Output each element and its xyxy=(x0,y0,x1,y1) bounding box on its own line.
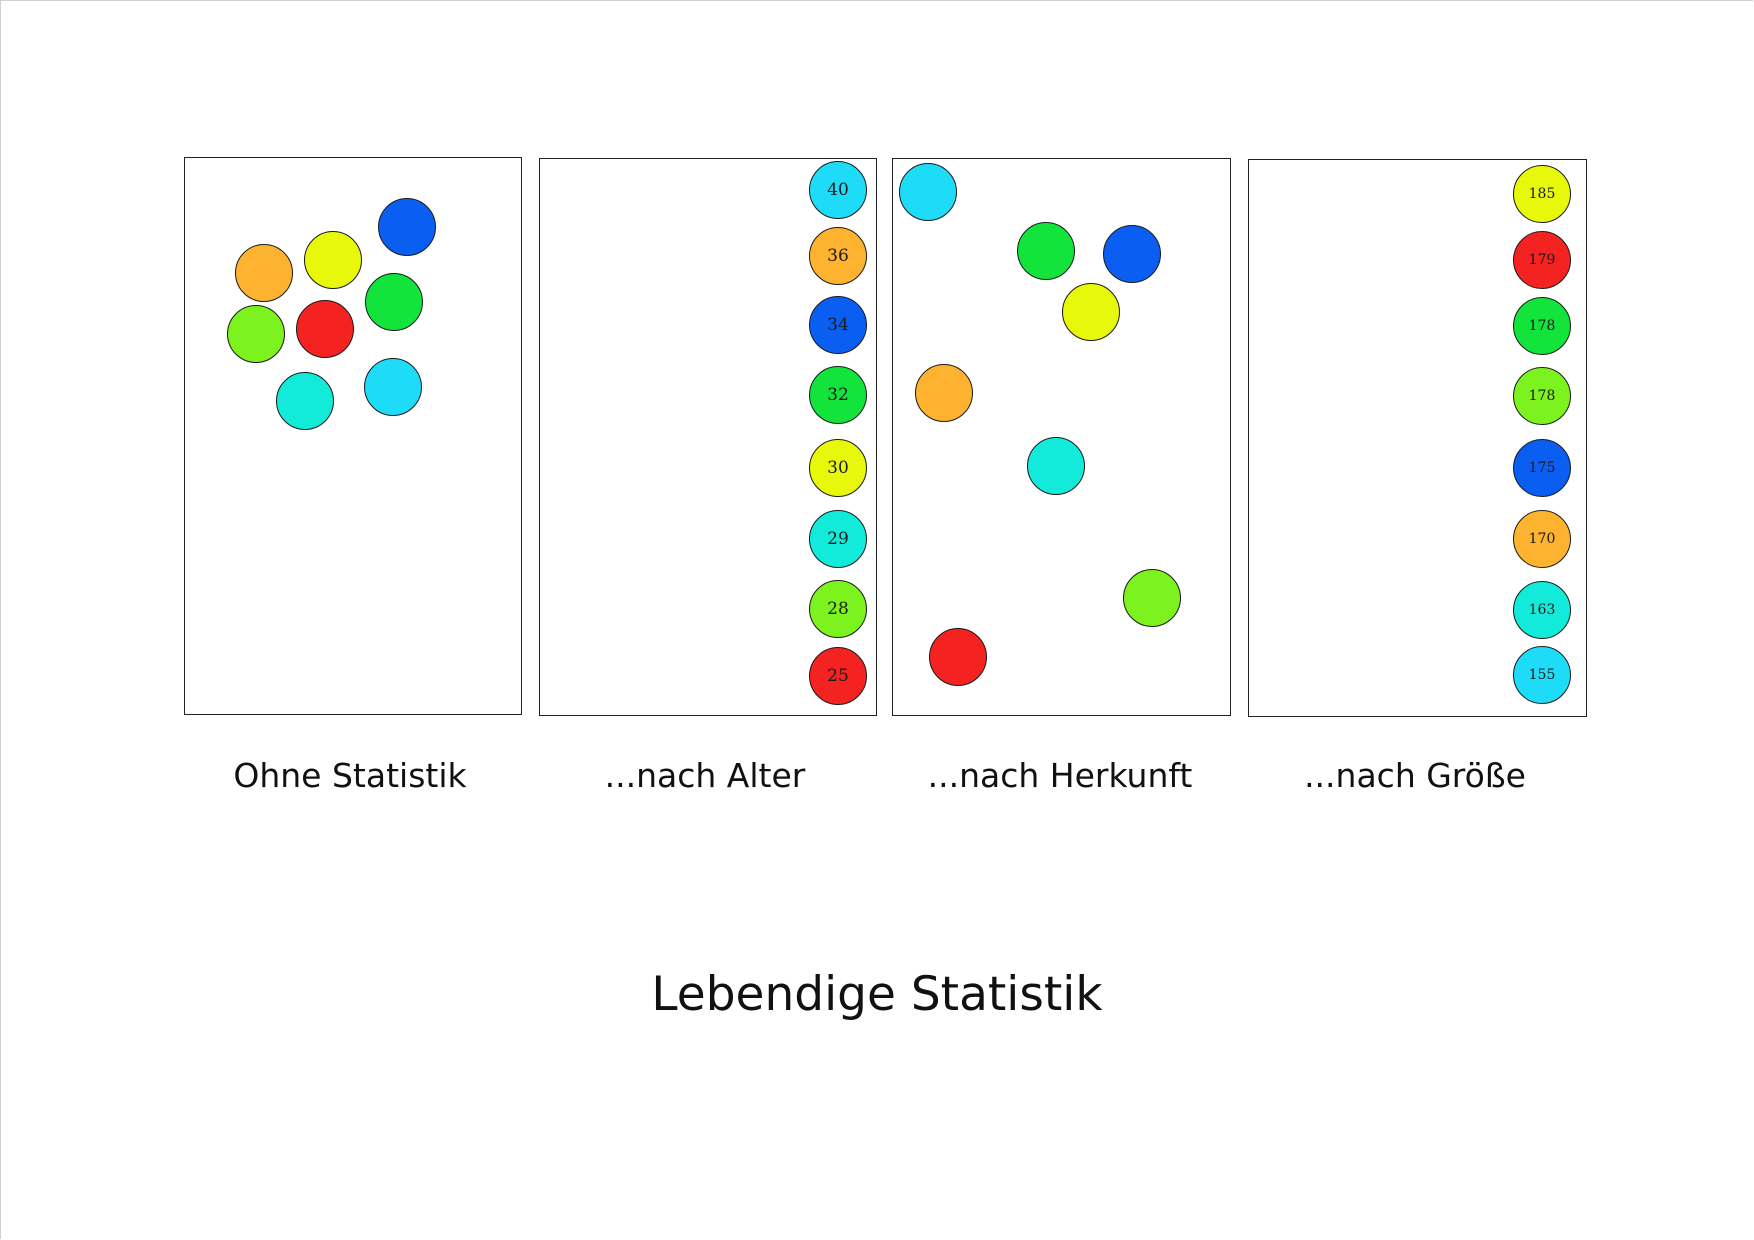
height-ball: 185 xyxy=(1513,165,1571,223)
person-ball-lime xyxy=(227,305,285,363)
caption-nach-herkunft: ...nach Herkunft xyxy=(927,756,1193,795)
origin-ball-red xyxy=(929,628,987,686)
person-ball-yellow xyxy=(304,231,362,289)
age-ball: 36 xyxy=(809,227,867,285)
height-ball: 175 xyxy=(1513,439,1571,497)
caption-ohne-statistik: Ohne Statistik xyxy=(233,756,467,795)
origin-ball-yellow xyxy=(1062,283,1120,341)
age-ball: 25 xyxy=(809,647,867,705)
origin-ball-blue xyxy=(1103,225,1161,283)
height-ball: 178 xyxy=(1513,367,1571,425)
age-ball: 28 xyxy=(809,580,867,638)
age-ball: 32 xyxy=(809,366,867,424)
age-ball: 34 xyxy=(809,296,867,354)
person-ball-turquoise xyxy=(276,372,334,430)
person-ball-blue xyxy=(378,198,436,256)
person-ball-red xyxy=(296,300,354,358)
origin-ball-orange xyxy=(915,364,973,422)
person-ball-cyan xyxy=(364,358,422,416)
origin-ball-turquoise xyxy=(1027,437,1085,495)
caption-nach-groesse: ...nach Größe xyxy=(1304,756,1526,795)
origin-ball-green xyxy=(1017,222,1075,280)
age-ball: 29 xyxy=(809,510,867,568)
origin-ball-cyan xyxy=(899,163,957,221)
height-ball: 178 xyxy=(1513,297,1571,355)
height-ball: 179 xyxy=(1513,231,1571,289)
height-ball: 163 xyxy=(1513,581,1571,639)
caption-nach-alter: ...nach Alter xyxy=(604,756,806,795)
page-title: Lebendige Statistik xyxy=(651,967,1103,1022)
age-ball: 30 xyxy=(809,439,867,497)
person-ball-green xyxy=(365,273,423,331)
person-ball-orange xyxy=(235,244,293,302)
height-ball: 155 xyxy=(1513,646,1571,704)
origin-ball-lime xyxy=(1123,569,1181,627)
age-ball: 40 xyxy=(809,161,867,219)
height-ball: 170 xyxy=(1513,510,1571,568)
